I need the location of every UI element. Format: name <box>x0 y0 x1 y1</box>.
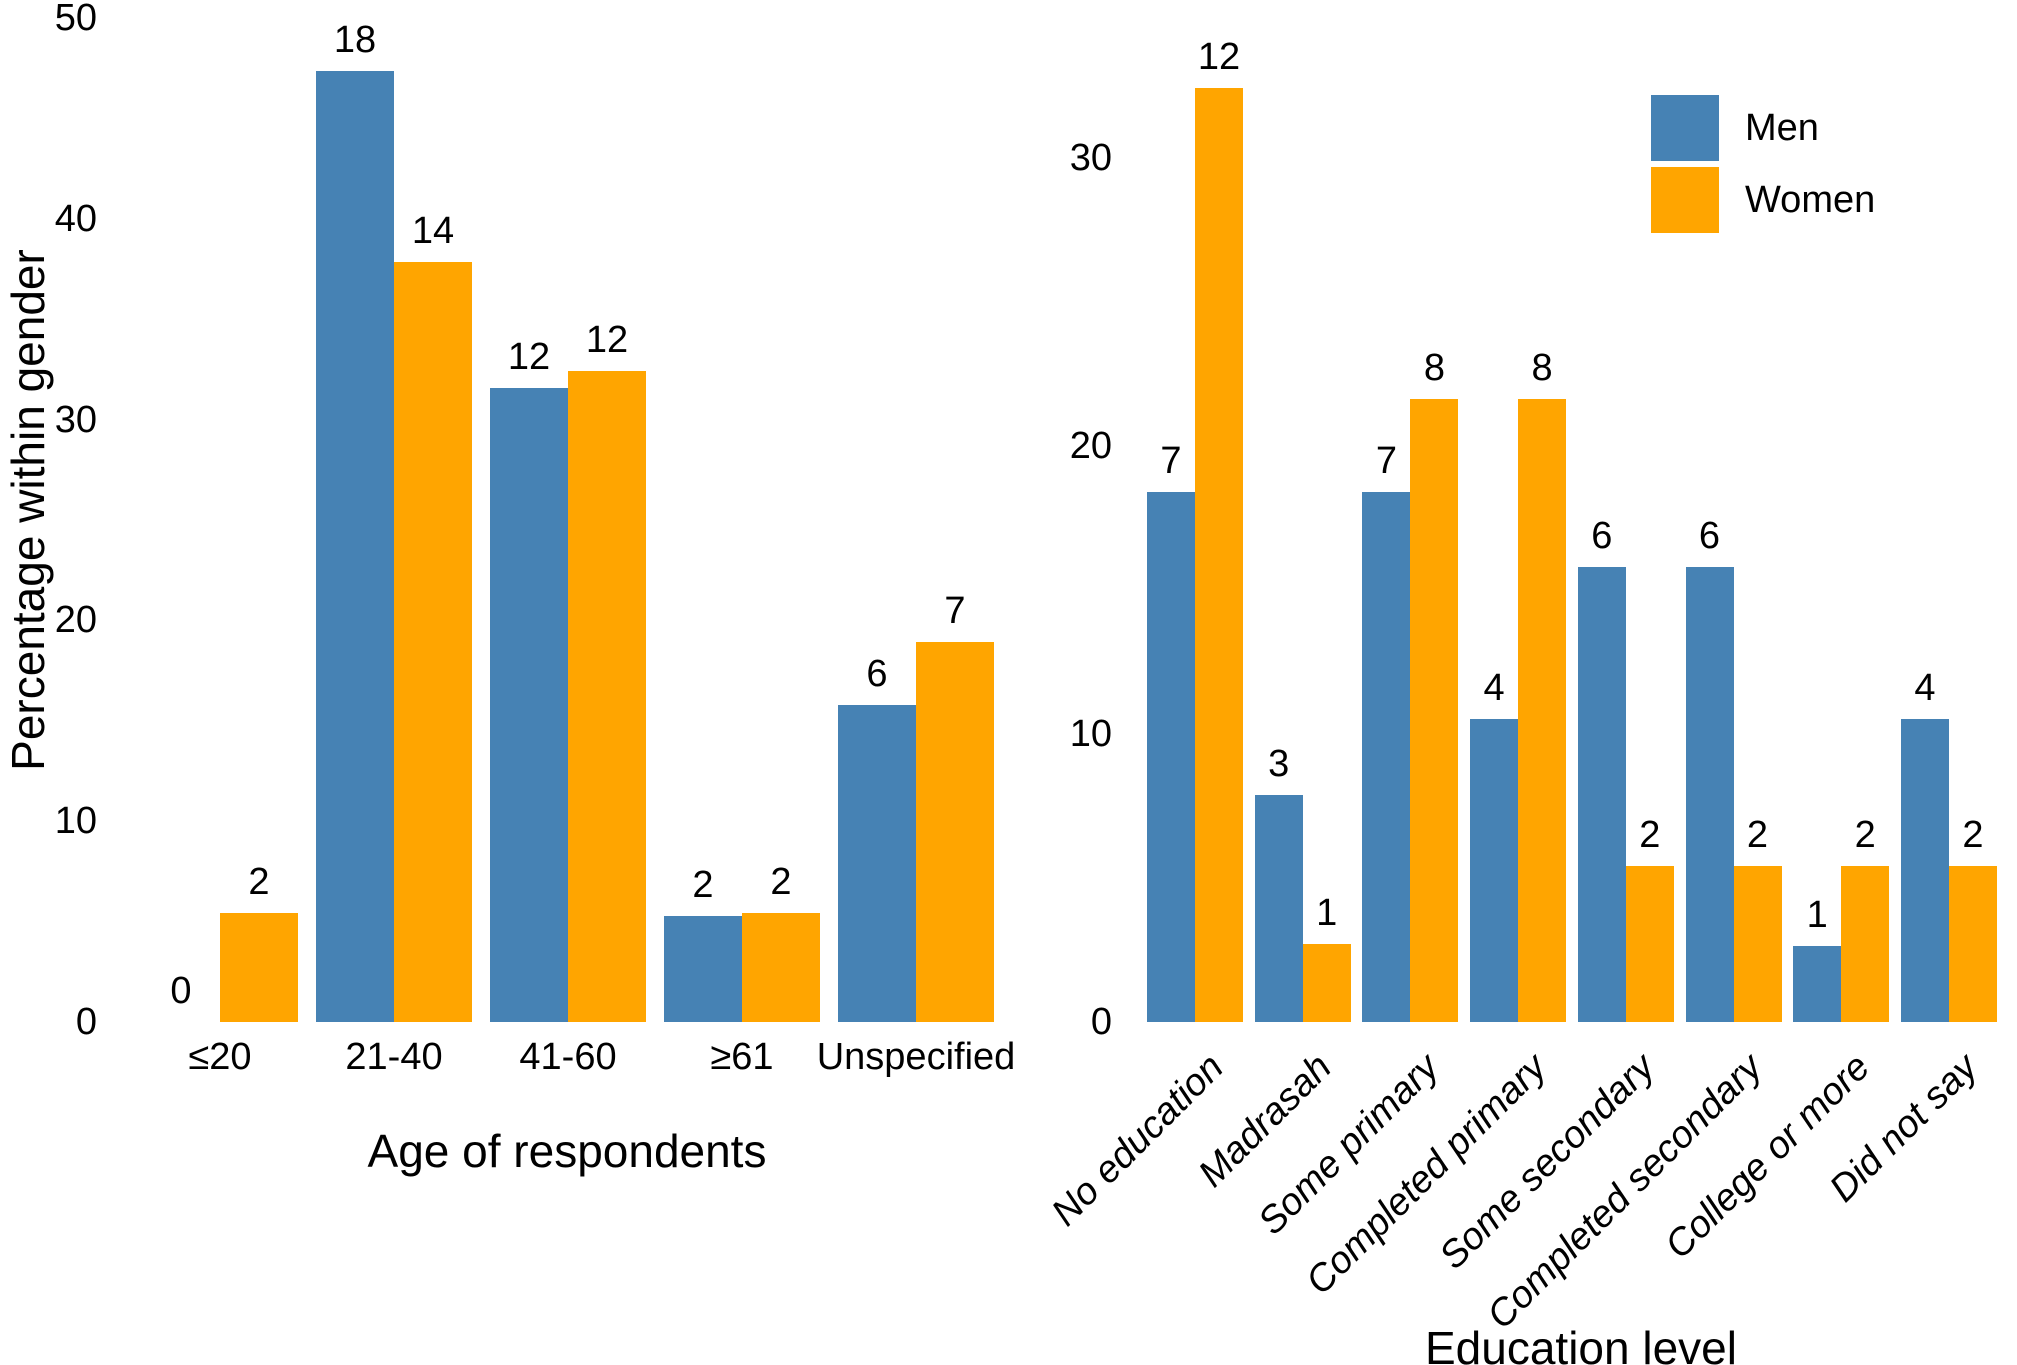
legend: Men Women <box>1651 95 1875 233</box>
legend-item-men: Men <box>1651 95 1875 161</box>
x-axis-tick-label-61: ≥61 <box>710 1036 774 1078</box>
bar-men-61 <box>664 916 742 1022</box>
legend-label-men: Men <box>1745 107 1819 149</box>
bar-count-label-men-completed-secondary: 6 <box>1698 515 1721 558</box>
y-axis-tick-label: 0 <box>75 1001 97 1043</box>
bar-count-label-men-unspecified: 6 <box>866 652 888 695</box>
bar-men-some-secondary <box>1577 567 1626 1022</box>
y-axis-tick-label: 20 <box>54 599 97 642</box>
bar-women-madrasah <box>1302 944 1351 1022</box>
bar-count-label-men-some-primary: 7 <box>1375 439 1397 482</box>
bar-count-label-women-madrasah: 1 <box>1316 892 1338 935</box>
bar-count-label-men-madrasah: 3 <box>1268 742 1290 785</box>
bar-count-label-men-20: 0 <box>170 970 192 1012</box>
legend-label-women: Women <box>1745 179 1876 221</box>
y-axis-tick-label: 20 <box>1069 425 1112 467</box>
bar-count-label-men-21-40: 18 <box>333 18 377 61</box>
x-axis-tick-label-no-education: No education <box>1043 1046 1232 1235</box>
bar-men-some-primary <box>1362 491 1411 1022</box>
y-axis-tick-label: 0 <box>1090 1001 1112 1043</box>
bar-women-some-secondary <box>1625 866 1674 1022</box>
bar-count-label-men-did-not-say: 4 <box>1914 666 1936 709</box>
bar-women-no-education <box>1195 88 1243 1022</box>
y-axis-tick-label: 10 <box>54 800 97 843</box>
bar-women-61 <box>742 913 820 1022</box>
bar-count-label-women-unspecified: 7 <box>944 590 966 633</box>
bar-count-label-women-61: 2 <box>770 861 792 904</box>
legend-item-women: Women <box>1651 167 1875 233</box>
bar-women-completed-primary <box>1518 399 1567 1022</box>
x-axis-tick-label-21-40: 21-40 <box>345 1036 443 1078</box>
bar-men-college-or-more <box>1793 946 1842 1022</box>
bar-women-college-or-more <box>1841 866 1890 1022</box>
bar-men-madrasah <box>1254 794 1303 1022</box>
bar-count-label-men-some-secondary: 6 <box>1591 515 1613 558</box>
x-axis-title-age: Age of respondents <box>367 1125 767 1177</box>
bar-men-completed-secondary <box>1685 567 1734 1022</box>
bar-men-21-40 <box>316 70 394 1022</box>
bar-count-label-women-some-primary: 8 <box>1423 347 1445 390</box>
bar-women-unspecified <box>916 642 994 1022</box>
bar-count-label-women-21-40: 14 <box>411 210 455 253</box>
bar-women-20 <box>220 913 298 1022</box>
y-axis-tick-label: 30 <box>54 398 97 441</box>
bar-women-21-40 <box>394 262 472 1022</box>
x-axis-tick-label-41-60: 41-60 <box>519 1036 617 1078</box>
bar-count-label-women-college-or-more: 2 <box>1854 814 1876 857</box>
y-axis-tick-label: 30 <box>1069 137 1112 179</box>
y-axis-title: Percentage within gender <box>2 249 54 771</box>
bar-men-completed-primary <box>1470 718 1519 1022</box>
legend-swatch-women <box>1651 167 1719 233</box>
bar-count-label-women-completed-secondary: 2 <box>1746 814 1769 857</box>
bar-count-label-women-did-not-say: 2 <box>1962 814 1984 857</box>
bar-women-completed-secondary <box>1733 866 1782 1022</box>
x-axis-tick-label-20: ≤20 <box>188 1036 252 1078</box>
bar-women-did-not-say <box>1948 866 1997 1022</box>
bar-count-label-women-some-secondary: 2 <box>1639 814 1661 857</box>
bar-count-label-men-completed-primary: 4 <box>1483 666 1505 709</box>
bar-count-label-women-41-60: 12 <box>585 318 629 361</box>
bar-count-label-men-college-or-more: 1 <box>1806 894 1828 937</box>
bar-count-label-men-41-60: 12 <box>507 335 551 378</box>
x-axis-title-education: Education level <box>1425 1322 1737 1365</box>
bar-count-label-men-61: 2 <box>692 864 714 907</box>
bar-women-41-60 <box>568 370 646 1022</box>
bar-men-did-not-say <box>1900 718 1949 1022</box>
bar-count-label-women-completed-primary: 8 <box>1531 347 1553 390</box>
bar-count-label-men-no-education: 7 <box>1160 439 1182 482</box>
y-axis-tick-label: 50 <box>54 0 97 40</box>
bar-women-some-primary <box>1410 399 1459 1022</box>
bar-count-label-women-no-education: 12 <box>1197 36 1241 79</box>
bar-men-41-60 <box>490 387 568 1022</box>
y-axis-tick-label: 10 <box>1069 713 1112 755</box>
bar-men-unspecified <box>838 704 916 1022</box>
x-axis-tick-label-unspecified: Unspecified <box>816 1036 1016 1078</box>
bar-men-no-education <box>1147 491 1195 1022</box>
bar-count-label-women-20: 2 <box>248 861 270 904</box>
y-axis-tick-label: 40 <box>54 197 97 240</box>
legend-swatch-men <box>1651 95 1719 161</box>
